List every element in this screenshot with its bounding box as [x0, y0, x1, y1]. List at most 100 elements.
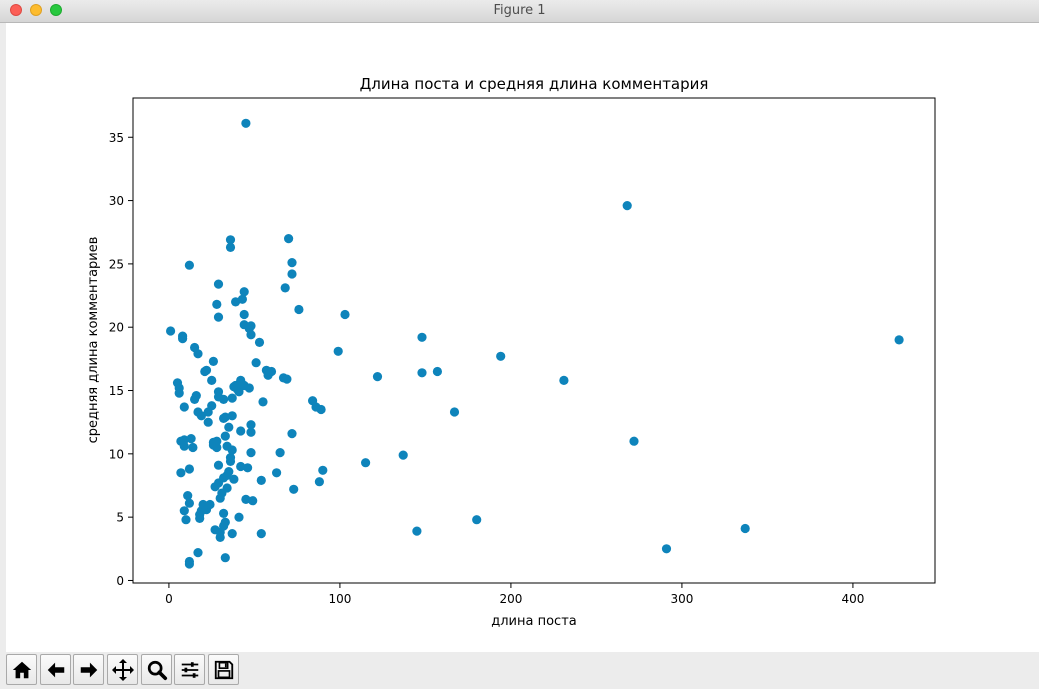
data-point	[239, 287, 249, 297]
data-point	[227, 411, 237, 421]
data-point	[254, 337, 265, 347]
data-point	[239, 309, 249, 320]
data-point	[179, 506, 189, 516]
data-point	[622, 201, 632, 211]
data-point	[219, 508, 229, 518]
data-point	[225, 456, 236, 466]
data-point	[222, 483, 232, 493]
data-point	[272, 468, 282, 478]
x-axis-ticks: 0 100 200 300 400	[165, 583, 864, 606]
data-point	[227, 529, 237, 539]
x-axis-label: длина поста	[491, 614, 576, 629]
data-point	[256, 529, 266, 539]
data-point	[432, 366, 442, 377]
data-point	[661, 544, 672, 554]
zoom-button[interactable]	[141, 654, 172, 685]
data-point	[191, 391, 201, 401]
data-point	[246, 448, 256, 458]
data-point	[193, 349, 203, 359]
data-point	[559, 375, 569, 385]
configure-subplots-button[interactable]	[174, 654, 205, 685]
data-point	[417, 368, 427, 378]
data-point	[289, 484, 299, 494]
data-point	[181, 515, 191, 525]
x-tick-label: 400	[841, 592, 864, 606]
title-bar[interactable]: Figure 1	[0, 0, 1039, 23]
minimize-window-button[interactable]	[30, 4, 42, 16]
x-tick-label: 100	[328, 592, 351, 606]
data-point	[227, 445, 237, 455]
x-tick-label: 300	[670, 592, 693, 606]
save-icon	[214, 660, 233, 679]
home-button[interactable]	[6, 654, 37, 685]
y-axis-label: средняя длина комментариев	[86, 237, 101, 444]
data-point	[186, 434, 196, 444]
data-point	[227, 393, 237, 403]
configure-subplots-icon	[181, 661, 198, 678]
zoom-window-button[interactable]	[50, 4, 62, 16]
data-point	[212, 442, 222, 453]
y-tick-label: 0	[116, 574, 124, 588]
data-point	[215, 532, 225, 542]
window-title: Figure 1	[493, 3, 546, 18]
y-axis-ticks: 0 5 10 15 20 25 30 35	[109, 131, 133, 588]
data-point	[184, 260, 194, 270]
data-point	[220, 431, 230, 441]
y-tick-label: 35	[109, 131, 124, 145]
close-window-button[interactable]	[10, 4, 22, 16]
data-point	[287, 269, 297, 279]
data-point	[220, 412, 230, 422]
data-point	[316, 404, 326, 415]
back-button[interactable]	[40, 654, 71, 685]
data-point	[174, 388, 184, 398]
data-point	[184, 559, 194, 569]
data-point	[340, 309, 350, 320]
data-point	[275, 448, 285, 458]
data-point	[212, 299, 222, 309]
data-point	[244, 383, 254, 393]
data-point	[236, 461, 246, 472]
data-point	[193, 548, 203, 558]
data-points	[166, 118, 904, 569]
data-point	[287, 429, 297, 439]
y-tick-label: 20	[109, 321, 124, 335]
data-point	[166, 326, 176, 336]
data-point	[203, 417, 213, 427]
data-point	[629, 436, 639, 446]
data-point	[205, 499, 215, 510]
data-point	[234, 512, 244, 522]
data-point	[207, 375, 217, 385]
x-tick-label: 0	[165, 592, 173, 606]
data-point	[207, 401, 217, 411]
data-point	[294, 304, 304, 315]
data-point	[318, 465, 328, 475]
data-point	[417, 332, 427, 342]
save-button[interactable]	[208, 654, 239, 685]
data-point	[246, 321, 256, 331]
data-point	[496, 351, 506, 361]
data-point	[234, 387, 244, 397]
pan-button[interactable]	[107, 654, 138, 685]
data-point	[213, 279, 224, 289]
data-point	[241, 118, 251, 128]
forward-button[interactable]	[73, 654, 104, 685]
data-point	[314, 477, 324, 487]
data-point	[449, 407, 460, 417]
data-point	[256, 475, 266, 485]
data-point	[246, 427, 256, 437]
data-point	[213, 460, 224, 470]
data-point	[176, 468, 186, 478]
y-tick-label: 5	[116, 511, 124, 525]
data-point	[361, 458, 371, 468]
data-point	[287, 258, 297, 268]
data-point	[266, 366, 277, 377]
data-point	[183, 491, 193, 501]
data-point	[188, 442, 198, 453]
data-point	[282, 374, 292, 384]
data-point	[224, 422, 234, 432]
data-point	[398, 450, 408, 460]
data-point	[248, 496, 258, 506]
data-point	[412, 526, 422, 536]
y-tick-label: 10	[109, 447, 124, 461]
zoom-icon	[147, 660, 167, 680]
